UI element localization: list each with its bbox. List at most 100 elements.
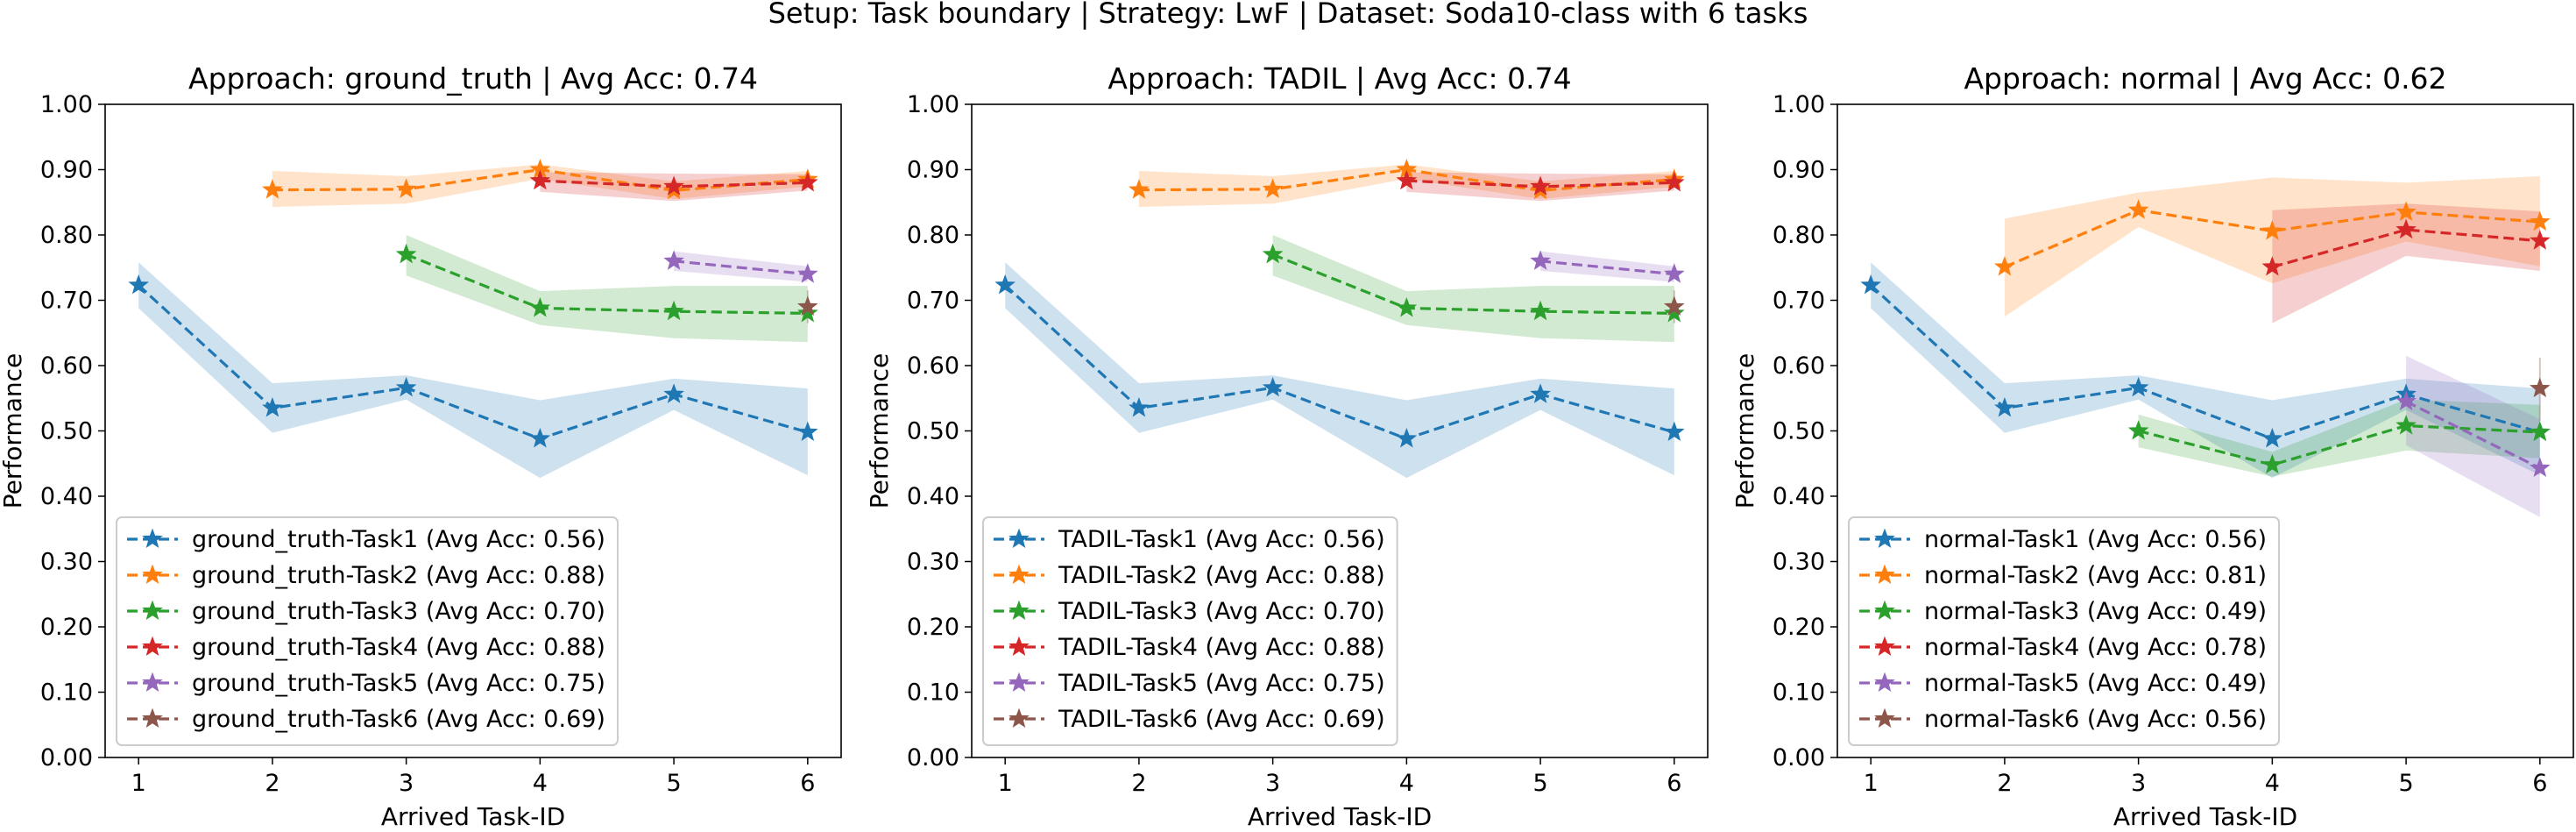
y-tick-label: 0.80: [40, 222, 93, 249]
y-tick-label: 1.00: [40, 91, 93, 118]
x-tick-label: 3: [2131, 770, 2146, 797]
y-tick-label: 0.20: [40, 614, 93, 641]
data-point: [797, 263, 818, 283]
y-tick-label: 0.80: [907, 222, 959, 249]
data-point: [1129, 396, 1150, 417]
confidence-band: [272, 164, 808, 207]
legend-entry: ground_truth-Task4 (Avg Acc: 0.88): [192, 634, 605, 661]
y-tick-label: 0.60: [40, 352, 93, 380]
series-line: [673, 260, 808, 276]
y-tick-label: 0.90: [1773, 157, 1825, 184]
y-tick-label: 0.50: [1773, 418, 1825, 445]
legend-entry: normal-Task5 (Avg Acc: 0.49): [1924, 670, 2267, 697]
x-tick-label: 5: [2398, 770, 2413, 797]
data-point: [797, 302, 818, 323]
legend-marker: [1874, 708, 1895, 729]
data-point: [1664, 295, 1685, 316]
legend-box: [116, 516, 619, 746]
y-tick-label: 0.30: [40, 549, 93, 576]
legend-entry: TADIL-Task6 (Avg Acc: 0.69): [1058, 706, 1385, 733]
legend-entry: normal-Task6 (Avg Acc: 0.56): [1924, 706, 2267, 733]
series-line: [1870, 284, 2541, 441]
legend-entry: ground_truth-Task1 (Avg Acc: 0.56): [192, 526, 605, 553]
legend-entry: normal-Task2 (Avg Acc: 0.81): [1924, 562, 2267, 589]
legend: ground_truth-Task1 (Avg Acc: 0.56) ground…: [116, 516, 619, 746]
x-axis-label: Arrived Task-ID: [2113, 802, 2297, 831]
legend-marker: [1874, 672, 1895, 693]
y-tick-label: 0.90: [907, 157, 959, 184]
data-point: [2530, 377, 2551, 398]
x-tick-label: 4: [1399, 770, 1414, 797]
data-point: [529, 297, 551, 317]
y-tick-label: 0.00: [40, 744, 93, 772]
x-tick-label: 4: [2265, 770, 2280, 797]
legend-entry: ground_truth-Task5 (Avg Acc: 0.75): [192, 670, 605, 697]
data-point: [663, 300, 684, 321]
y-tick-label: 0.10: [1773, 679, 1825, 707]
x-tick-label: 3: [399, 770, 414, 797]
data-point: [1396, 428, 1418, 448]
data-point: [2396, 218, 2417, 239]
x-tick-label: 3: [1265, 770, 1280, 797]
data-point: [2261, 256, 2283, 276]
y-tick-label: 0.00: [907, 744, 959, 772]
x-tick-label: 2: [1997, 770, 2012, 797]
chart-title: Approach: normal | Avg Acc: 0.62: [1964, 61, 2446, 96]
legend: normal-Task1 (Avg Acc: 0.56) normal-Task2…: [1848, 516, 2281, 746]
data-point: [2396, 390, 2417, 411]
data-point: [2530, 210, 2551, 231]
data-point: [1860, 274, 1881, 295]
data-point: [797, 421, 818, 442]
chart-panel-1: Approach: ground_truth | Avg Acc: 0.74 0.…: [0, 61, 842, 831]
data-point: [262, 396, 283, 417]
y-tick-label: 0.70: [1773, 288, 1825, 315]
data-point: [395, 178, 417, 198]
series-line: [2138, 423, 2540, 466]
data-point: [262, 179, 283, 199]
legend-entry: TADIL-Task4 (Avg Acc: 0.88): [1058, 634, 1385, 661]
confidence-band: [1005, 262, 1674, 479]
data-point: [2396, 201, 2417, 221]
legend-box: [982, 516, 1398, 746]
legend-entry: ground_truth-Task3 (Avg Acc: 0.70): [192, 598, 605, 625]
data-point: [1530, 300, 1551, 321]
series-line: [406, 252, 808, 315]
data-point: [1530, 175, 1551, 196]
series-line: [2405, 400, 2541, 470]
y-tick-label: 0.20: [907, 614, 959, 641]
series-line: [1272, 252, 1674, 315]
data-point: [1664, 263, 1685, 283]
legend-entry: TADIL-Task1 (Avg Acc: 0.56): [1058, 526, 1385, 553]
legend-marker: [1008, 636, 1030, 657]
x-tick-label: 6: [1667, 770, 1681, 797]
y-tick-label: 0.10: [907, 679, 959, 707]
y-tick-label: 0.00: [1773, 744, 1825, 772]
y-tick-label: 0.40: [1773, 483, 1825, 510]
confidence-band: [1138, 164, 1674, 207]
x-tick-label: 4: [533, 770, 548, 797]
x-tick-label: 1: [998, 770, 1013, 797]
data-point: [1396, 297, 1418, 317]
data-point: [2530, 421, 2551, 442]
chart-panel-3: Approach: normal | Avg Acc: 0.62 0.00 0.10…: [1730, 61, 2574, 831]
x-tick-label: 2: [265, 770, 280, 797]
chart-title: Approach: TADIL | Avg Acc: 0.74: [1108, 61, 1571, 96]
data-point: [2530, 457, 2551, 478]
x-tick-label: 5: [666, 770, 681, 797]
series-line: [1539, 260, 1674, 276]
data-point: [797, 295, 818, 316]
data-point: [663, 250, 684, 270]
y-tick-label: 0.60: [1773, 352, 1825, 380]
legend-marker: [142, 636, 163, 657]
data-point: [1262, 376, 1284, 397]
legend-entry: ground_truth-Task6 (Avg Acc: 0.69): [192, 706, 605, 733]
legend-marker: [142, 672, 163, 693]
legend-marker: [1008, 600, 1030, 621]
y-tick-label: 0.70: [40, 288, 93, 315]
data-point: [2261, 453, 2283, 474]
legend-entry: normal-Task4 (Avg Acc: 0.78): [1924, 634, 2267, 661]
data-point: [1664, 302, 1685, 323]
data-point: [2261, 428, 2283, 448]
legend-marker: [1874, 600, 1895, 621]
